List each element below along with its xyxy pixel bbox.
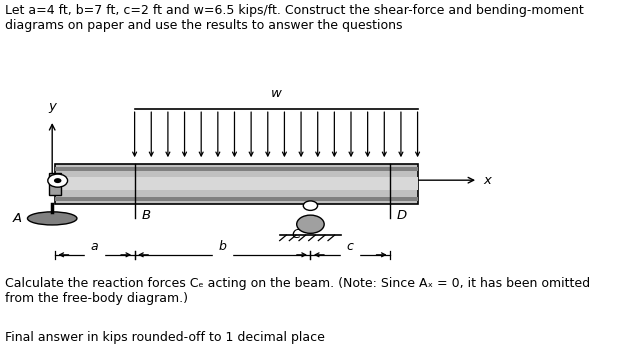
Circle shape <box>297 215 324 233</box>
Text: B: B <box>141 209 150 222</box>
Bar <box>55 164 417 204</box>
Text: D: D <box>397 209 407 222</box>
Text: C: C <box>291 228 300 241</box>
Bar <box>55 197 417 201</box>
Circle shape <box>48 174 67 187</box>
Text: Final answer in kips rounded-off to 1 decimal place: Final answer in kips rounded-off to 1 de… <box>6 331 325 344</box>
Text: A: A <box>13 212 22 225</box>
Bar <box>55 177 417 190</box>
Text: w: w <box>271 87 282 100</box>
Text: Calculate the reaction forces Cₑ acting on the beam. (Note: Since Aₓ = 0, it has: Calculate the reaction forces Cₑ acting … <box>6 277 591 305</box>
Text: x: x <box>483 174 491 187</box>
Circle shape <box>54 178 62 183</box>
Bar <box>55 167 417 171</box>
Circle shape <box>303 201 318 210</box>
Text: Let a=4 ft, b=7 ft, c=2 ft and w=6.5 kips/ft. Construct the shear-force and bend: Let a=4 ft, b=7 ft, c=2 ft and w=6.5 kip… <box>6 4 584 32</box>
Bar <box>49 173 61 195</box>
Text: a: a <box>91 240 99 253</box>
Ellipse shape <box>28 212 77 225</box>
Text: y: y <box>48 100 56 113</box>
Text: b: b <box>218 240 227 253</box>
Text: c: c <box>347 240 354 253</box>
